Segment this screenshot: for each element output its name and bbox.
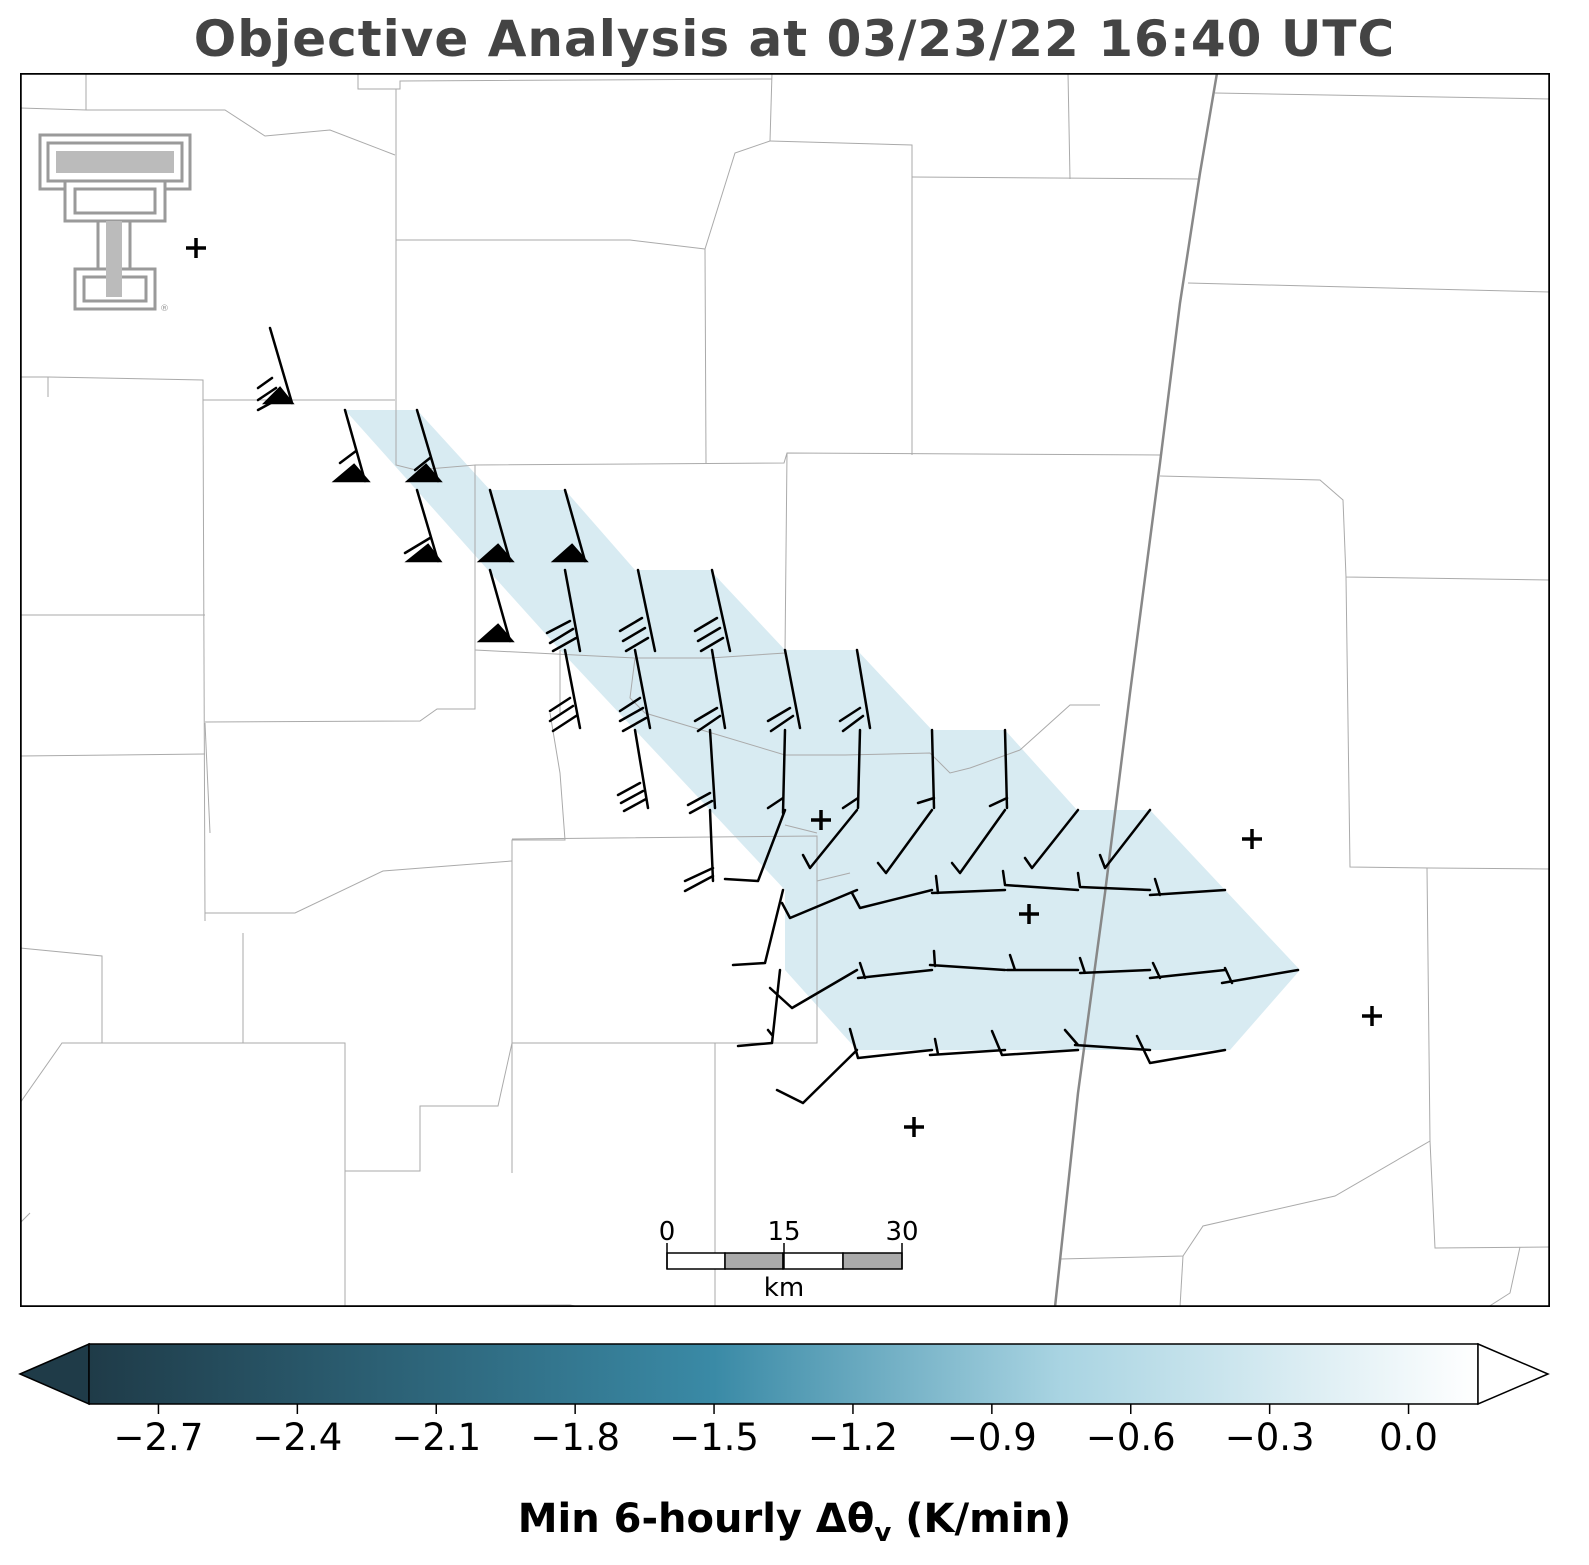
scale-bar: 0 15 30 km: [659, 1217, 919, 1303]
wind-barb: [256, 326, 295, 412]
colorbar-tick-label: −2.4: [252, 1416, 342, 1459]
wind-barb: [686, 728, 717, 815]
colorbar-tick-label: −0.6: [1086, 1416, 1176, 1459]
wind-barb: [766, 648, 802, 733]
wind-barb: [950, 808, 1007, 875]
station-marker: [904, 1117, 924, 1137]
wind-barb: [548, 648, 582, 733]
wind-barb: [1023, 808, 1080, 870]
wind-barb: [618, 568, 657, 653]
colorbar-label-main: Min 6-hourly Δθ: [517, 1496, 875, 1542]
wind-barb: [403, 488, 443, 563]
scale-tick-label: 15: [767, 1217, 800, 1247]
colorbar: −2.7 −2.4 −2.1 −1.8 −1.5 −1.2 −0.9 −0.6 −0.3 0.0: [18, 1342, 1550, 1459]
wind-barb: [990, 1029, 1080, 1057]
colorbar-min-extend: [18, 1342, 90, 1406]
station-marker: [1242, 829, 1262, 849]
station-marker: [186, 238, 206, 258]
colorbar-label: Min 6-hourly Δθv (K/min): [0, 1496, 1589, 1548]
wind-barb: [1076, 871, 1152, 892]
wind-barb: [1148, 961, 1227, 980]
analysis-shading: [345, 410, 1300, 1050]
colorbar-tick-label: −1.8: [530, 1416, 620, 1459]
wind-barb: [1063, 1028, 1152, 1052]
wind-barb: [1098, 808, 1152, 870]
wind-barb: [550, 488, 589, 563]
wind-barb: [1005, 953, 1080, 972]
colorbar-body: [88, 1343, 1479, 1405]
texas-tech-double-t-logo: [38, 133, 192, 311]
station-marker: [811, 810, 831, 830]
wind-barb: [618, 648, 652, 733]
colorbar-tick-label: −2.7: [114, 1416, 204, 1459]
colorbar-tick-label: 0.0: [1379, 1416, 1438, 1459]
wind-barb: [545, 568, 582, 653]
wind-barb: [775, 1048, 859, 1105]
map-frame: [20, 73, 1550, 1307]
wind-barb: [404, 408, 443, 483]
wind-barb: [856, 961, 934, 980]
wind-barbs: [256, 326, 1300, 1105]
wind-barb: [841, 728, 862, 810]
wind-barb: [801, 808, 859, 870]
wind-barb: [988, 728, 1009, 810]
wind-barb: [780, 888, 859, 920]
wind-barb: [1135, 1034, 1227, 1065]
scale-tick-label: 30: [885, 1217, 918, 1247]
wind-barb: [683, 808, 715, 893]
wind-barb: [928, 949, 1007, 972]
scale-tick-label: 0: [659, 1217, 676, 1247]
wind-barb: [331, 408, 371, 483]
wind-barb: [928, 1037, 1007, 1057]
scale-unit-label: km: [764, 1273, 804, 1303]
colorbar-tick-label: −0.9: [947, 1416, 1037, 1459]
colorbar-label-unit: (K/min): [891, 1496, 1072, 1542]
wind-barb: [723, 808, 787, 883]
station-markers: [186, 238, 1382, 1137]
map-title: Objective Analysis at 03/23/22 16:40 UTC: [193, 10, 1396, 68]
wind-barb: [768, 968, 859, 1010]
colorbar-tick-label: −0.3: [1225, 1416, 1315, 1459]
wind-barb: [693, 648, 727, 733]
colorbar-tick-label: −1.2: [808, 1416, 898, 1459]
wind-barb: [693, 568, 732, 653]
wind-barb: [930, 874, 1007, 895]
colorbar-label-subscript: v: [874, 1518, 892, 1548]
colorbar-tick-label: −2.1: [391, 1416, 481, 1459]
wind-barb: [736, 968, 782, 1048]
wind-barb: [766, 728, 787, 815]
station-marker: [1019, 904, 1039, 924]
wind-barb: [838, 648, 872, 733]
wind-barb: [476, 568, 515, 643]
colorbar-tick-label: −1.5: [669, 1416, 759, 1459]
wind-barb: [876, 808, 934, 875]
wind-barb: [1148, 877, 1227, 897]
trademark-mark: ®: [160, 304, 169, 314]
county-boundaries: [20, 73, 1550, 1307]
wind-barb: [850, 888, 934, 910]
map-panel: ®: [20, 73, 1550, 1307]
highway: [1053, 73, 1219, 1307]
wind-barb: [476, 488, 515, 563]
wind-barb: [616, 728, 650, 813]
wind-barb: [1078, 956, 1152, 975]
wind-barb: [1001, 869, 1080, 892]
wind-barb: [848, 1027, 934, 1060]
wind-barb: [916, 728, 936, 810]
wind-barb: [731, 888, 785, 967]
colorbar-max-extend: [1477, 1342, 1550, 1406]
station-marker: [1362, 1006, 1382, 1026]
wind-barb: [1220, 966, 1300, 985]
